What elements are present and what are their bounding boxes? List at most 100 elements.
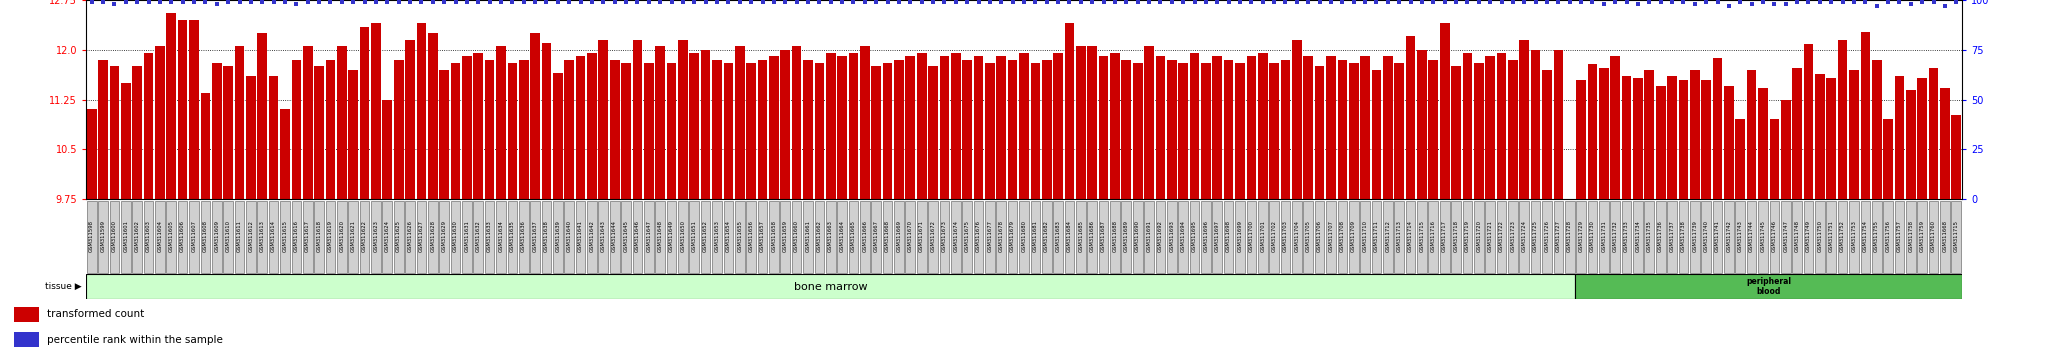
Bar xyxy=(1849,70,1860,199)
Bar xyxy=(1507,200,1518,273)
Text: GSM311712: GSM311712 xyxy=(1384,221,1391,252)
Point xyxy=(1053,0,1085,5)
Text: GSM311747: GSM311747 xyxy=(1784,221,1788,252)
Point xyxy=(178,0,211,5)
Text: GSM311664: GSM311664 xyxy=(840,221,844,252)
Text: GSM311652: GSM311652 xyxy=(702,221,709,252)
Bar xyxy=(223,200,233,273)
Point xyxy=(1907,0,1939,5)
Bar xyxy=(211,200,221,273)
Point xyxy=(518,0,551,5)
Bar xyxy=(121,83,131,199)
Bar xyxy=(1452,66,1460,199)
Point xyxy=(1372,0,1405,5)
Bar xyxy=(1020,200,1028,273)
Bar xyxy=(1427,200,1438,273)
Bar xyxy=(463,200,471,273)
Text: GSM311754: GSM311754 xyxy=(1864,221,1868,252)
Bar xyxy=(371,23,381,199)
Bar xyxy=(303,200,313,273)
Text: GSM311667: GSM311667 xyxy=(874,221,879,252)
Point xyxy=(575,0,608,5)
Point xyxy=(780,0,813,5)
Bar xyxy=(1030,200,1040,273)
Bar xyxy=(1133,63,1143,199)
Bar xyxy=(780,50,791,199)
Bar xyxy=(1872,200,1882,273)
Text: GSM311648: GSM311648 xyxy=(657,221,664,252)
Point xyxy=(1804,0,1837,5)
Text: GSM311752: GSM311752 xyxy=(1839,221,1845,252)
Text: GSM311703: GSM311703 xyxy=(1282,221,1288,252)
Bar xyxy=(1485,200,1495,273)
Bar xyxy=(1939,87,1950,199)
Point xyxy=(1929,3,1962,9)
Point xyxy=(1257,0,1290,5)
Bar xyxy=(1405,36,1415,199)
Text: GSM311631: GSM311631 xyxy=(465,221,469,252)
Point xyxy=(496,0,528,5)
Bar xyxy=(678,40,688,199)
Text: GSM311753: GSM311753 xyxy=(1851,221,1855,252)
Bar xyxy=(86,109,96,199)
Bar xyxy=(156,46,164,199)
Text: GSM311610: GSM311610 xyxy=(225,221,231,252)
Point xyxy=(598,0,631,5)
Text: GSM311666: GSM311666 xyxy=(862,221,866,252)
Point xyxy=(1133,0,1165,5)
Text: GSM311707: GSM311707 xyxy=(1329,221,1333,252)
Bar xyxy=(780,200,791,273)
Bar xyxy=(1497,200,1507,273)
Text: GSM311757: GSM311757 xyxy=(1896,221,1903,252)
Bar xyxy=(860,200,870,273)
Bar xyxy=(973,56,983,199)
Point xyxy=(1020,0,1053,5)
Text: GSM311689: GSM311689 xyxy=(1124,221,1128,252)
Bar xyxy=(950,53,961,199)
Bar xyxy=(553,200,563,273)
Text: GSM311612: GSM311612 xyxy=(248,221,254,252)
Text: GSM311645: GSM311645 xyxy=(623,221,629,252)
Text: GSM311710: GSM311710 xyxy=(1362,221,1368,252)
Bar xyxy=(440,70,449,199)
Bar xyxy=(530,200,541,273)
Text: GSM311647: GSM311647 xyxy=(647,221,651,252)
Text: GSM311687: GSM311687 xyxy=(1102,221,1106,252)
Point xyxy=(109,0,141,5)
Text: GSM311615: GSM311615 xyxy=(283,221,287,252)
Text: GSM311619: GSM311619 xyxy=(328,221,334,252)
Text: GSM311670: GSM311670 xyxy=(907,221,913,252)
Bar xyxy=(1815,74,1825,199)
Bar xyxy=(1577,200,1585,273)
Bar xyxy=(1735,119,1745,199)
Bar xyxy=(1804,200,1812,273)
Point xyxy=(1565,0,1597,5)
Bar xyxy=(1577,80,1585,199)
Bar xyxy=(1587,200,1597,273)
Text: GSM311701: GSM311701 xyxy=(1260,221,1266,252)
Text: GSM311624: GSM311624 xyxy=(385,221,389,252)
Text: GSM311711: GSM311711 xyxy=(1374,221,1378,252)
Bar xyxy=(668,63,676,199)
Bar xyxy=(1360,56,1370,199)
Bar xyxy=(905,56,915,199)
Bar xyxy=(1542,70,1552,199)
Point xyxy=(1735,1,1767,7)
Bar xyxy=(360,27,369,199)
Point xyxy=(326,0,358,5)
Bar xyxy=(1632,200,1642,273)
Bar xyxy=(1110,53,1120,199)
Bar xyxy=(1327,200,1335,273)
Bar xyxy=(1122,200,1130,273)
Bar xyxy=(1247,56,1255,199)
Text: GSM311607: GSM311607 xyxy=(193,221,197,252)
Point xyxy=(530,0,563,5)
Bar xyxy=(121,200,131,273)
Text: GSM311644: GSM311644 xyxy=(612,221,616,252)
Point xyxy=(563,0,596,5)
Text: GSM311633: GSM311633 xyxy=(487,221,492,252)
Bar xyxy=(143,53,154,199)
Point xyxy=(1712,3,1745,9)
Bar xyxy=(1280,60,1290,199)
Bar xyxy=(14,307,39,322)
